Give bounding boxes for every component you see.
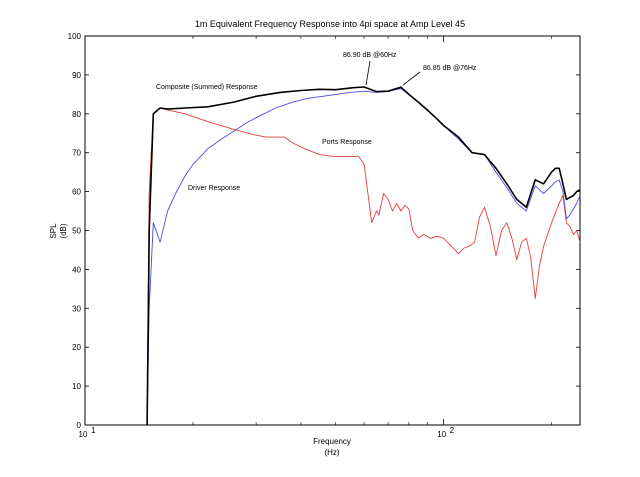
y-axis: 0 10 20 30 40 50 60 70 80 90 100 [68,32,580,430]
svg-text:1: 1 [91,426,96,435]
y-tick-label: 20 [72,343,81,352]
y-tick-label: 70 [72,149,81,158]
annotation-peak-76hz-pointer [402,71,421,86]
series-ports-line [146,107,581,426]
svg-text:2: 2 [450,426,455,435]
y-tick-label: 0 [77,421,82,430]
svg-text:10: 10 [79,430,88,439]
series-composite-line [146,86,581,426]
annotation-driver-label: Driver Response [188,185,240,192]
y-tick-label: 60 [72,188,81,197]
y-tick-label: 100 [68,32,82,41]
y-axis-title: SPL [49,223,58,239]
annotation-ports-label: Ports Response [322,139,372,146]
y-tick-label: 50 [72,227,81,236]
x-axis-title: Frequency [313,437,351,446]
y-tick-label: 80 [72,110,81,119]
x-axis: 10 1 10 2 [79,36,552,439]
series-layer [146,86,581,426]
plot-frame [84,35,581,426]
annotation-peak-60hz-pointer [365,60,371,86]
x-tick-label: 10 2 [437,426,454,439]
annotation-composite-label: Composite (Summed) Response [156,84,258,91]
annotation-peak-76hz-label: 86.85 dB @76Hz [423,65,477,72]
y-tick-label: 40 [72,265,81,274]
y-tick-label: 10 [72,382,81,391]
y-axis-unit: (dB) [59,223,68,238]
x-axis-unit: (Hz) [324,448,339,457]
chart-title: 1m Equivalent Frequency Response into 4p… [195,19,465,29]
y-tick-label: 30 [72,304,81,313]
x-tick-label: 10 1 [79,426,96,439]
y-tick-label: 90 [72,71,81,80]
annotation-peak-60hz-label: 86.90 dB @60Hz [343,52,397,59]
svg-text:10: 10 [437,430,446,439]
